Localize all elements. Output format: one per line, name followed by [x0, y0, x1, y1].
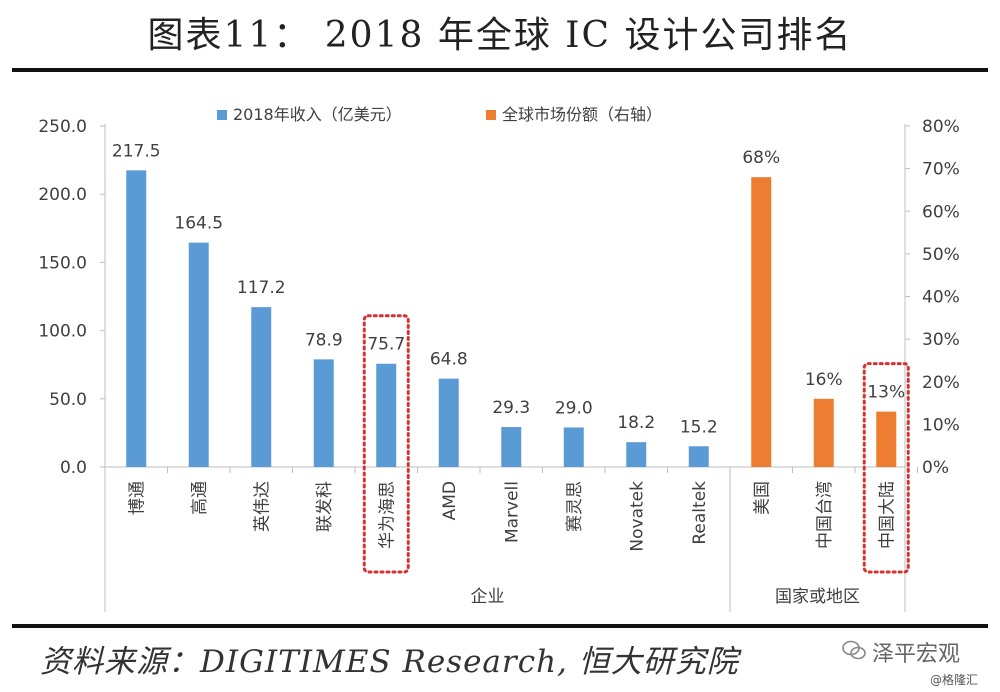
category-label: 中国台湾 [815, 481, 835, 549]
category-label: 赛灵思 [564, 481, 585, 532]
category-label: AMD [440, 481, 460, 520]
y-right-tick-label: 10% [922, 415, 960, 435]
data-label: 16% [805, 370, 843, 390]
y-left-tick-label: 0.0 [60, 458, 87, 478]
data-label: 217.5 [112, 141, 161, 161]
highlight-box [362, 314, 410, 574]
bar [563, 427, 584, 467]
wechat-icon [842, 640, 866, 660]
bar [126, 170, 147, 467]
data-label: 29.0 [555, 398, 593, 418]
data-label: 164.5 [174, 214, 223, 234]
legend-swatch [217, 110, 227, 120]
y-right-tick-label: 50% [922, 245, 960, 265]
category-label: 中国大陆 [877, 481, 897, 549]
data-label: 18.2 [617, 413, 655, 433]
y-right-tick-label: 80% [922, 117, 960, 137]
source-note: 资料来源：DIGITIMES Research, 恒大研究院 [40, 644, 739, 680]
y-right-tick-label: 0% [922, 458, 949, 478]
category-label: Marvell [502, 481, 522, 543]
watermark-brand: 泽平宏观 [872, 642, 961, 667]
bar [438, 378, 459, 467]
group-label: 企业 [471, 587, 505, 607]
bar [813, 398, 834, 467]
source-rule [12, 624, 988, 628]
bar [313, 359, 334, 467]
data-label: 78.9 [305, 330, 343, 350]
y-right-tick-label: 40% [922, 288, 960, 308]
bar [626, 442, 647, 467]
category-label: Realtek [690, 481, 710, 545]
data-label: 13% [867, 383, 905, 403]
bar [501, 427, 522, 467]
data-label: 15.2 [680, 417, 718, 437]
y-right-tick-label: 30% [922, 330, 960, 350]
group-label: 国家或地区 [775, 587, 860, 607]
y-right-tick-label: 20% [922, 373, 960, 393]
bar [751, 177, 772, 467]
y-left-tick-label: 250.0 [38, 117, 87, 137]
watermark-handle: @格隆汇 [930, 673, 979, 687]
category-label: Novatek [627, 481, 647, 552]
highlight-box [862, 362, 910, 574]
y-left-tick-label: 50.0 [49, 390, 87, 410]
data-label: 64.8 [430, 350, 468, 370]
category-label: 华为海思 [377, 481, 397, 549]
legend-label: 全球市场份额（右轴） [502, 105, 662, 124]
bar [688, 446, 709, 467]
category-label: 美国 [752, 481, 772, 515]
category-label: 联发科 [315, 481, 335, 532]
bar [876, 411, 897, 467]
legend-swatch [486, 110, 496, 120]
y-right-tick-label: 60% [922, 202, 960, 222]
figure-title: 图表11： 2018 年全球 IC 设计公司排名 [147, 15, 853, 56]
bar [251, 307, 272, 467]
y-left-tick-label: 200.0 [38, 185, 87, 205]
legend-label: 2018年收入（亿美元） [233, 105, 402, 124]
bar [376, 363, 397, 467]
y-right-tick-label: 70% [922, 160, 960, 180]
data-label: 29.3 [492, 398, 530, 418]
category-label: 高通 [190, 481, 210, 515]
data-label: 75.7 [367, 335, 405, 355]
y-left-tick-label: 100.0 [38, 322, 87, 342]
title-rule [12, 68, 988, 72]
bar [188, 242, 209, 467]
category-label: 英伟达 [252, 481, 272, 532]
category-label: 博通 [127, 481, 147, 515]
y-left-tick-label: 150.0 [38, 253, 87, 273]
data-label: 68% [742, 148, 780, 168]
data-label: 117.2 [237, 278, 286, 298]
